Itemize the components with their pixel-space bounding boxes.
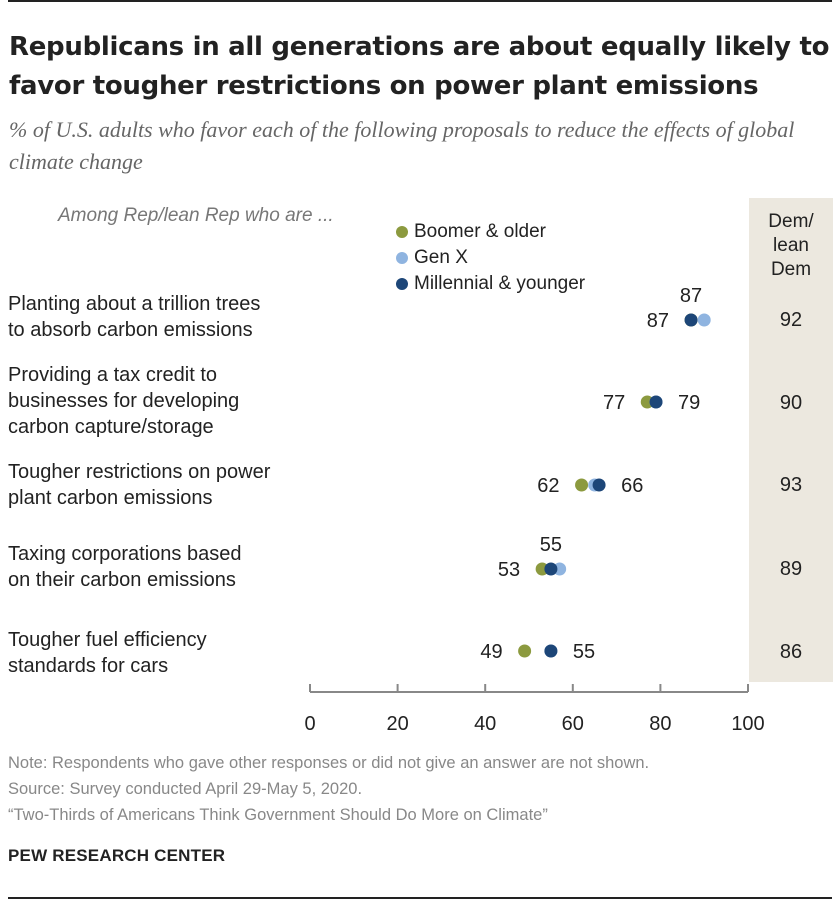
row-label-line: Tougher restrictions on power (8, 461, 271, 483)
x-tick-label: 60 (562, 713, 584, 735)
row-label-line: Providing a tax credit to (8, 364, 217, 386)
data-label: 87 (647, 310, 669, 332)
bottom-rule (8, 897, 832, 899)
row-label-line: on their carbon emissions (8, 569, 236, 591)
dem-value: 92 (779, 309, 803, 331)
legend-dot-genx (396, 252, 408, 264)
dem-header-line-2: lean (773, 235, 809, 256)
dem-header-line-3: Dem (770, 259, 812, 280)
dot-millennial (684, 313, 698, 327)
report-line: “Two-Thirds of Americans Think Governmen… (8, 806, 548, 824)
x-tick-label: 100 (731, 713, 764, 735)
data-label: 79 (678, 392, 700, 414)
x-tick-label: 0 (304, 713, 315, 735)
row-label-fuel-efficiency: Tougher fuel efficiency standards for ca… (8, 627, 308, 679)
x-tick-label: 20 (386, 713, 408, 735)
dem-header-line-1: Dem/ (768, 211, 814, 232)
row-label-line: businesses for developing (8, 390, 240, 412)
x-tick-label: 40 (474, 713, 496, 735)
among-label: Among Rep/lean Rep who are ... (58, 205, 334, 226)
row-label-line: plant carbon emissions (8, 487, 213, 509)
legend-label-boomer: Boomer & older (414, 221, 547, 242)
legend-item-millennial: Millennial & younger (396, 273, 585, 295)
dem-column-header: Dem/ lean Dem (749, 210, 833, 282)
dot-millennial (592, 478, 606, 492)
brand-logo-text: PEW RESEARCH CENTER (8, 846, 226, 865)
legend-label-millennial: Millennial & younger (414, 273, 586, 294)
chart-subtitle: % of U.S. adults who favor each of the f… (9, 117, 795, 174)
x-tick-label: 80 (649, 713, 671, 735)
data-label: 49 (480, 641, 502, 663)
data-label: 55 (573, 641, 595, 663)
data-label: 66 (621, 475, 643, 497)
dem-value: 89 (779, 558, 803, 580)
dot-plot: 0 20 40 60 80 100 87 87 77 79 62 66 55 53 49 55 (304, 285, 764, 735)
dot-millennial (544, 644, 558, 658)
legend-item-boomer: Boomer & older (396, 221, 546, 243)
dem-column-band (749, 198, 833, 682)
row-label-line: Taxing corporations based (8, 543, 242, 565)
dem-value: 90 (779, 392, 803, 414)
data-label: 55 (540, 534, 562, 556)
row-label-line: Tougher fuel efficiency (8, 629, 207, 651)
legend-item-genx: Gen X (396, 247, 468, 269)
top-rule (8, 0, 832, 2)
row-label-trees: Planting about a trillion trees to absor… (8, 291, 308, 343)
dem-value: 86 (779, 641, 803, 663)
chart-title: Republicans in all generations are about… (9, 32, 830, 101)
dot-millennial (544, 562, 558, 576)
source-line: Source: Survey conducted April 29-May 5,… (8, 780, 363, 798)
row-label-tax-credit: Providing a tax credit to businesses for… (8, 362, 308, 440)
row-label-line: Planting about a trillion trees (8, 293, 261, 315)
row-label-line: to absorb carbon emissions (8, 319, 253, 341)
row-label-taxing-corporations: Taxing corporations based on their carbo… (8, 541, 308, 593)
dot-millennial (649, 395, 663, 409)
legend-dot-millennial (396, 278, 408, 290)
dot-genx (697, 313, 711, 327)
legend-label-genx: Gen X (414, 247, 468, 268)
dem-value: 93 (779, 474, 803, 496)
row-label-line: standards for cars (8, 655, 169, 677)
dot-boomer (575, 478, 589, 492)
row-label-line: carbon capture/storage (8, 416, 214, 438)
notes: Note: Respondents who gave other respons… (8, 750, 649, 828)
data-label: 87 (680, 285, 702, 307)
data-label: 53 (498, 559, 520, 581)
data-label: 62 (537, 475, 559, 497)
legend-dot-boomer (396, 226, 408, 238)
data-label: 77 (603, 392, 625, 414)
note-line: Note: Respondents who gave other respons… (8, 754, 650, 772)
row-label-power-plant: Tougher restrictions on power plant carb… (8, 459, 308, 511)
dot-boomer (518, 644, 532, 658)
